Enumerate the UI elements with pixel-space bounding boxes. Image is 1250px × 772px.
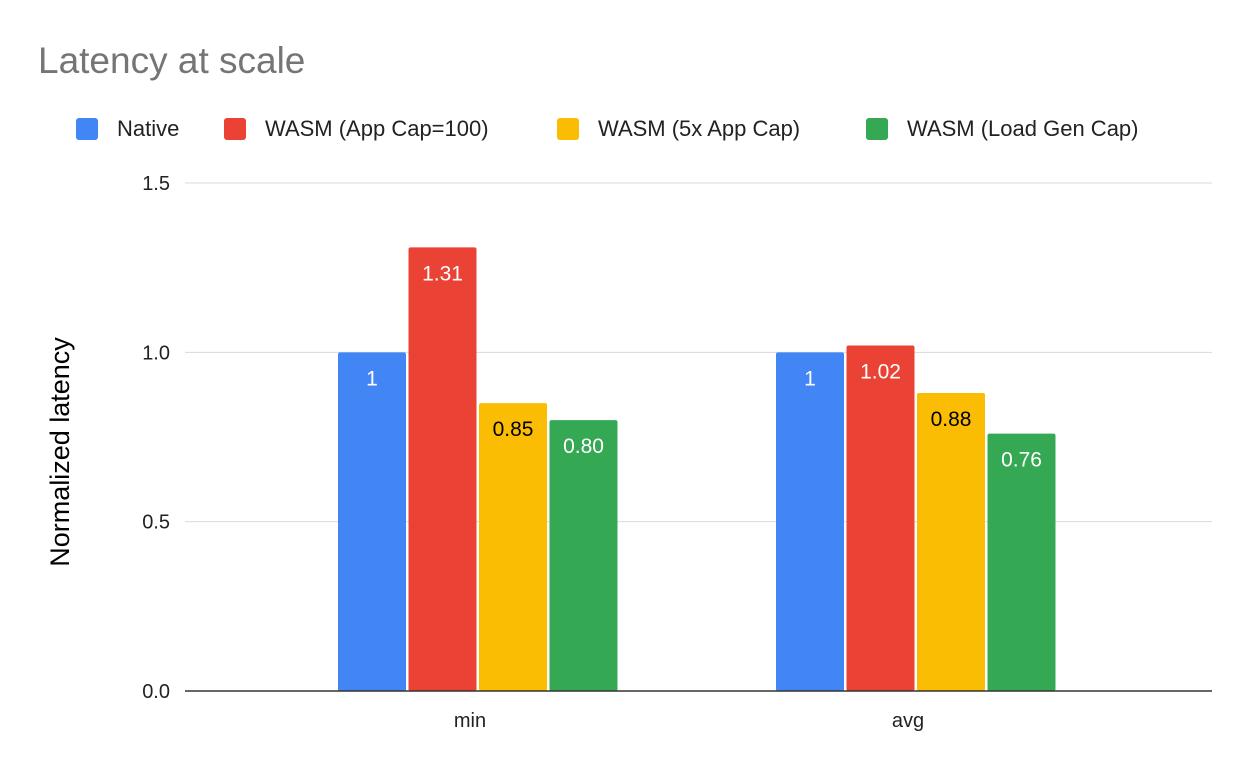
chart-title: Latency at scale [38, 40, 306, 81]
bar [776, 352, 844, 691]
bar [338, 352, 406, 691]
legend-item: WASM (Load Gen Cap) [866, 115, 1139, 143]
legend-label: Native [117, 116, 180, 141]
data-label: 0.85 [493, 418, 534, 441]
data-label: 1 [366, 367, 378, 390]
y-tick-label: 0.5 [142, 512, 170, 534]
data-label: 0.80 [563, 435, 604, 458]
y-tick-label: 0.0 [142, 681, 170, 703]
data-label: 1 [804, 367, 816, 390]
bar [479, 403, 547, 691]
data-label: 0.76 [1001, 449, 1042, 472]
data-label: 1.02 [860, 361, 901, 384]
legend-label: WASM (5x App Cap) [598, 116, 801, 141]
legend-swatch [76, 118, 98, 140]
x-tick-label: avg [892, 710, 924, 732]
y-axis-title: Normalized latency [45, 337, 75, 567]
bar [408, 247, 477, 691]
legend-label: WASM (Load Gen Cap) [907, 116, 1139, 141]
bar [987, 433, 1056, 691]
y-tick-label: 1.5 [142, 173, 170, 195]
legend-swatch [866, 118, 888, 140]
y-tick-label: 1.0 [142, 342, 170, 364]
data-label: 0.88 [931, 408, 972, 431]
bar [549, 420, 618, 691]
data-label: 1.31 [422, 262, 463, 285]
legend-swatch [557, 118, 579, 140]
legend-item: WASM (App Cap=100) [224, 115, 489, 143]
legend-label: WASM (App Cap=100) [265, 116, 489, 141]
legend-swatch [224, 118, 246, 140]
x-tick-label: min [454, 710, 486, 732]
legend-item: Native [76, 115, 179, 143]
legend-item: WASM (5x App Cap) [557, 115, 800, 143]
bar [846, 345, 915, 691]
bar [917, 392, 985, 691]
